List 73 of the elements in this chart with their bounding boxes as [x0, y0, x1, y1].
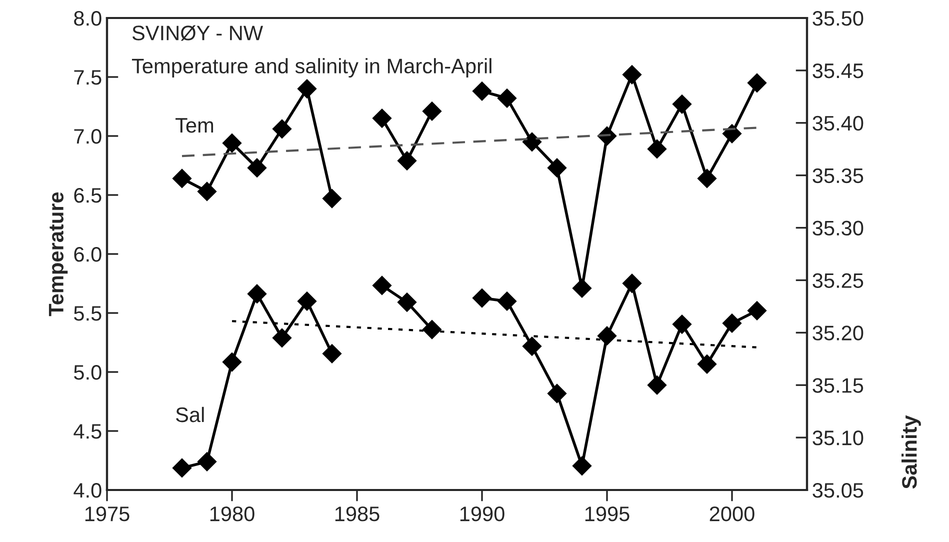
- point: [472, 288, 492, 308]
- point: [522, 336, 542, 356]
- y-tick-label: 4.0: [74, 483, 102, 498]
- point: [322, 189, 342, 208]
- y-tick-label: 6.0: [74, 247, 102, 262]
- point: [172, 168, 192, 188]
- x-tick-label: 1975: [85, 506, 130, 522]
- y2-tick-label: 35.10: [812, 430, 864, 446]
- y2-axis-title: Salinity: [902, 415, 921, 489]
- chart-title: SVINØY - NW: [132, 25, 264, 41]
- x-tick-label: 1995: [585, 506, 630, 522]
- point: [722, 314, 742, 333]
- y2-tick-label: 35.40: [812, 116, 864, 131]
- x-tick-label: 1985: [335, 506, 380, 522]
- point: [322, 344, 342, 364]
- y-tick-label: 6.5: [74, 188, 102, 203]
- point: [622, 65, 642, 84]
- point: [697, 354, 717, 374]
- point: [297, 292, 317, 311]
- y-tick-label: 5.5: [74, 306, 102, 321]
- point: [522, 132, 542, 152]
- series-label: Sal: [176, 406, 204, 422]
- point: [272, 119, 292, 138]
- point: [647, 376, 667, 395]
- point: [597, 326, 617, 346]
- point: [247, 284, 267, 304]
- text: Temperature and salinity in March-April: [132, 58, 492, 78]
- point: [397, 151, 417, 170]
- y-tick-label: 5.0: [74, 365, 102, 380]
- point: [222, 134, 242, 153]
- point: [572, 456, 592, 476]
- y-tick-label: 7.0: [74, 129, 102, 144]
- series-label: Tem: [176, 118, 214, 133]
- point: [422, 102, 442, 121]
- y-axis-title: Temperature: [48, 192, 68, 316]
- y-tick-label: 7.5: [74, 70, 102, 85]
- point: [547, 384, 567, 404]
- x-tick-label: 2000: [710, 506, 754, 522]
- point: [372, 108, 392, 128]
- point: [647, 139, 667, 159]
- point: [622, 274, 642, 293]
- y-tick-label: 8.0: [74, 11, 102, 26]
- point: [272, 328, 292, 348]
- point: [222, 352, 242, 372]
- x-tick-label: 1980: [210, 506, 254, 522]
- y2-tick-label: 35.05: [812, 483, 864, 498]
- point: [497, 88, 517, 108]
- point: [247, 158, 267, 178]
- point: [197, 452, 217, 472]
- point: [172, 458, 192, 478]
- y2-tick-label: 35.30: [812, 220, 864, 236]
- point: [297, 79, 317, 98]
- point: [697, 168, 717, 188]
- y-tick-label: 4.5: [74, 424, 102, 439]
- y2-tick-label: 35.50: [812, 11, 864, 26]
- y2-tick-label: 35.15: [812, 378, 864, 393]
- point: [747, 301, 767, 320]
- point: [547, 158, 567, 178]
- y2-tick-label: 35.45: [812, 63, 864, 78]
- point: [372, 276, 392, 295]
- point: [672, 94, 692, 114]
- point: [197, 182, 217, 201]
- point: [472, 82, 492, 101]
- y2-tick-label: 35.25: [812, 273, 864, 288]
- x-tick-label: 1990: [460, 506, 504, 522]
- point: [397, 292, 417, 312]
- y2-tick-label: 35.35: [812, 168, 864, 184]
- point: [572, 278, 592, 298]
- point: [672, 314, 692, 334]
- y2-tick-label: 35.20: [812, 326, 864, 340]
- point: [747, 73, 767, 92]
- point: [497, 292, 517, 311]
- point: [422, 320, 442, 340]
